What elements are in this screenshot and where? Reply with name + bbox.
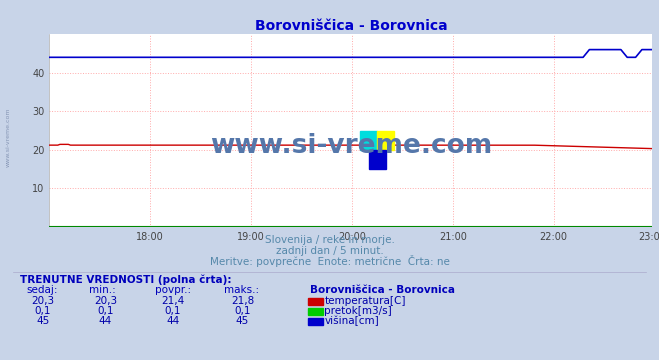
Title: Borovniščica - Borovnica: Borovniščica - Borovnica: [254, 19, 447, 33]
Text: min.:: min.:: [89, 285, 116, 296]
Text: 44: 44: [166, 316, 179, 327]
Bar: [369, 150, 386, 169]
Text: 20,3: 20,3: [94, 296, 117, 306]
Text: 0,1: 0,1: [234, 306, 251, 316]
Text: 21,4: 21,4: [161, 296, 185, 306]
Text: Borovniščica - Borovnica: Borovniščica - Borovnica: [310, 285, 455, 296]
Text: 45: 45: [236, 316, 249, 327]
Text: 21,8: 21,8: [231, 296, 254, 306]
Text: povpr.:: povpr.:: [155, 285, 191, 296]
Bar: [377, 130, 394, 150]
Text: 0,1: 0,1: [34, 306, 51, 316]
Text: www.si-vreme.com: www.si-vreme.com: [210, 133, 492, 159]
Text: maks.:: maks.:: [224, 285, 259, 296]
Text: TRENUTNE VREDNOSTI (polna črta):: TRENUTNE VREDNOSTI (polna črta):: [20, 274, 231, 285]
Text: zadnji dan / 5 minut.: zadnji dan / 5 minut.: [275, 246, 384, 256]
Text: višina[cm]: višina[cm]: [324, 316, 379, 327]
Text: 20,3: 20,3: [31, 296, 55, 306]
Text: 0,1: 0,1: [97, 306, 114, 316]
Text: 45: 45: [36, 316, 49, 327]
Text: Slovenija / reke in morje.: Slovenija / reke in morje.: [264, 235, 395, 245]
Text: Meritve: povprečne  Enote: metrične  Črta: ne: Meritve: povprečne Enote: metrične Črta:…: [210, 255, 449, 267]
Text: temperatura[C]: temperatura[C]: [324, 296, 406, 306]
Text: pretok[m3/s]: pretok[m3/s]: [324, 306, 392, 316]
Bar: [360, 130, 377, 150]
Text: 44: 44: [99, 316, 112, 327]
Text: sedaj:: sedaj:: [26, 285, 58, 296]
Text: 0,1: 0,1: [164, 306, 181, 316]
Text: www.si-vreme.com: www.si-vreme.com: [5, 107, 11, 167]
